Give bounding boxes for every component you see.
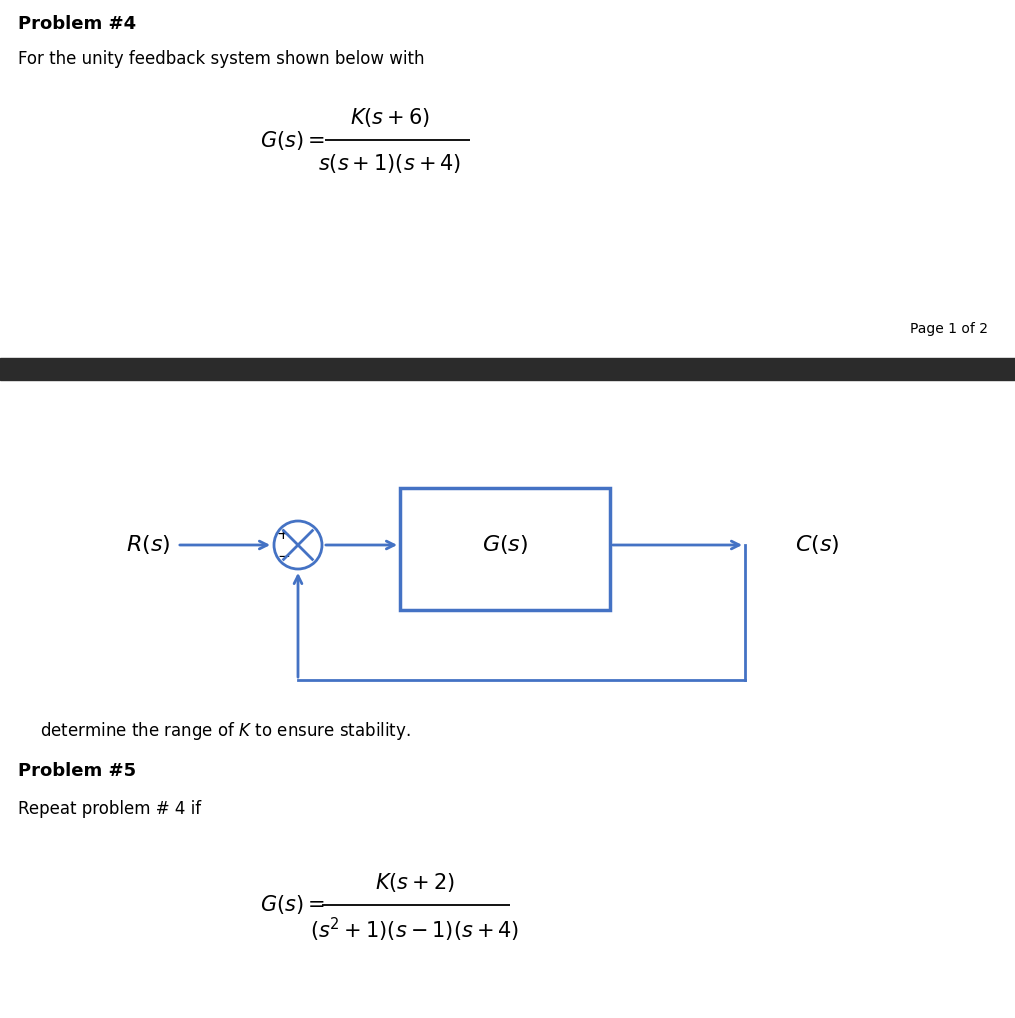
Text: $K(s + 6)$: $K(s + 6)$ [350, 106, 430, 128]
Text: $R(s)$: $R(s)$ [126, 533, 170, 557]
Text: $G(s) =$: $G(s) =$ [260, 894, 325, 916]
Text: $C(s)$: $C(s)$ [795, 533, 839, 557]
Text: Problem #5: Problem #5 [18, 762, 136, 780]
Text: −: − [277, 549, 289, 564]
Text: $G(s) =$: $G(s) =$ [260, 128, 325, 152]
Text: +: + [276, 527, 288, 542]
Text: Problem #4: Problem #4 [18, 15, 136, 33]
Bar [400, 488, 610, 610]
Text: For the unity feedback system shown below with: For the unity feedback system shown belo… [18, 50, 424, 68]
Text: $G(s)$: $G(s)$ [482, 533, 528, 557]
Text: $K(s + 2)$: $K(s + 2)$ [375, 870, 455, 894]
Text: Page 1 of 2: Page 1 of 2 [910, 322, 988, 336]
Text: $(s^2 + 1)(s - 1)(s + 4)$: $(s^2 + 1)(s - 1)(s + 4)$ [311, 916, 520, 944]
Text: $s(s + 1)(s + 4)$: $s(s + 1)(s + 4)$ [319, 152, 462, 174]
Text: Repeat problem # 4 if: Repeat problem # 4 if [18, 800, 201, 818]
Text: determine the range of $K$ to ensure stability.: determine the range of $K$ to ensure sta… [40, 720, 411, 742]
Bar [0, 358, 1015, 380]
